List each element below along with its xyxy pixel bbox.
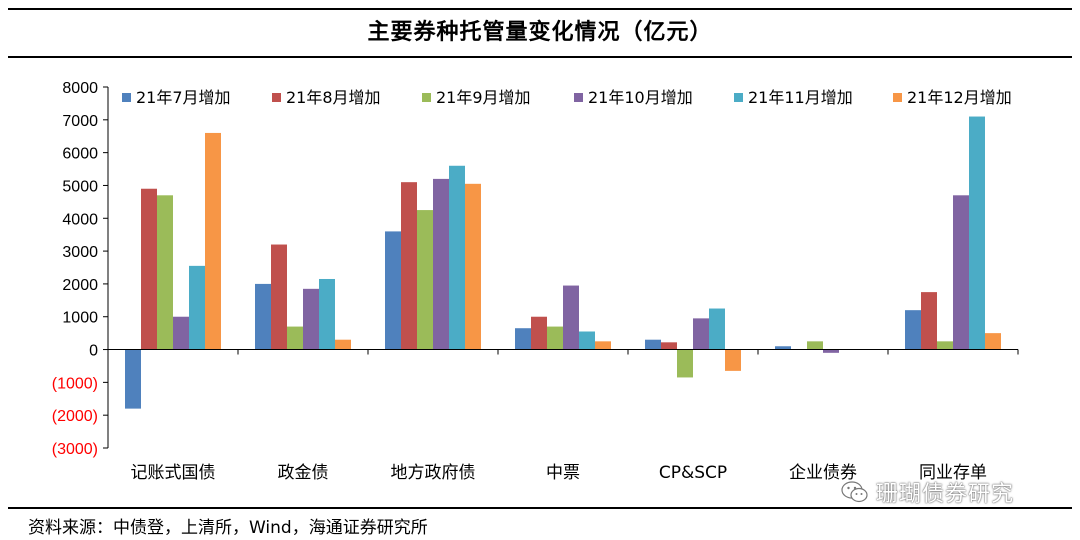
category-label: 记账式国债 (131, 463, 216, 483)
bar-3-1 (157, 195, 173, 350)
source-note: 资料来源：中债登，上清所，Wind，海通证券研究所 (28, 518, 428, 538)
bar-5-3 (449, 165, 465, 350)
bar-3-7 (937, 341, 953, 350)
legend-label: 21年8月增加 (286, 88, 381, 107)
y-tick-label: (2000) (52, 408, 98, 425)
bottom-rule (8, 507, 1072, 509)
category-label: CP&SCP (659, 463, 727, 483)
bar-4-2 (303, 288, 319, 350)
bar-6-4 (595, 341, 611, 350)
legend-label: 21年12月增加 (907, 88, 1012, 107)
bar-2-2 (271, 244, 287, 350)
bar-4-5 (693, 318, 709, 350)
y-tick-label: (1000) (52, 375, 98, 392)
watermark: 珊瑚债券研究 (840, 476, 1014, 508)
bar-1-3 (385, 231, 401, 350)
bar-6-5 (725, 349, 741, 371)
title-rule (8, 56, 1072, 58)
bar-2-5 (661, 342, 677, 350)
bar-3-4 (547, 326, 563, 350)
watermark-text: 珊瑚债券研究 (876, 482, 1015, 507)
wechat-icon (841, 481, 868, 503)
bar-6-3 (465, 183, 481, 350)
bar-chart: 8000 7000 6000 5000 4000 3000 2000 1000 0 (1000) (… (52, 80, 1019, 483)
category-label: 企业债券 (789, 463, 857, 483)
bar-3-3 (417, 210, 433, 350)
bar-1-1 (125, 349, 141, 409)
legend-label: 21年9月增加 (436, 88, 531, 107)
bar-3-6 (807, 341, 823, 350)
y-tick-label: 0 (89, 343, 98, 360)
bar-6-1 (205, 132, 221, 350)
y-tick-label: 3000 (62, 244, 98, 261)
bar-5-2 (319, 278, 335, 350)
y-tick-label: 8000 (62, 80, 98, 97)
bar-4-1 (173, 316, 189, 350)
bar-1-4 (515, 328, 531, 350)
bar-3-5 (677, 349, 693, 378)
legend-swatch (893, 93, 902, 102)
category-label: 政金债 (278, 463, 329, 483)
legend-swatch (122, 93, 131, 102)
legend-swatch (422, 93, 431, 102)
legend-label: 21年10月增加 (588, 88, 693, 107)
legend-swatch (574, 93, 583, 102)
bar-4-4 (563, 285, 579, 350)
bar-2-1 (141, 188, 157, 350)
y-tick-label: 7000 (62, 113, 98, 130)
legend-label: 21年11月增加 (748, 88, 853, 107)
bar-6-2 (335, 339, 351, 350)
bar-1-5 (645, 339, 661, 350)
y-tick-label: 2000 (62, 277, 98, 294)
bar-2-4 (531, 316, 547, 350)
category-label: 同业存单 (919, 463, 987, 483)
y-tick-label: 6000 (62, 146, 98, 163)
bar-4-7 (953, 195, 969, 350)
bar-5-4 (579, 331, 595, 350)
y-tick-label: 4000 (62, 211, 98, 228)
bar-1-2 (255, 283, 271, 350)
y-tick-label: 1000 (62, 310, 98, 327)
top-rule (8, 8, 1072, 10)
bar-4-6 (823, 349, 839, 353)
chart-title: 主要券种托管量变化情况（亿元） (367, 20, 713, 45)
bar-2-7 (921, 292, 937, 350)
y-tick-label: (3000) (52, 441, 98, 458)
bar-4-3 (433, 178, 449, 350)
bar-1-6 (775, 346, 791, 350)
legend-label: 21年7月增加 (136, 88, 231, 107)
bar-5-7 (969, 116, 985, 350)
bar-2-3 (401, 182, 417, 350)
bar-3-2 (287, 326, 303, 350)
bar-5-1 (189, 265, 205, 350)
category-label: 地方政府债 (391, 463, 476, 483)
category-label: 中票 (546, 463, 580, 483)
legend-swatch (734, 93, 743, 102)
bar-1-7 (905, 310, 921, 350)
bar-5-5 (709, 308, 725, 350)
legend-swatch (272, 93, 281, 102)
y-tick-label: 5000 (62, 178, 98, 195)
bar-6-7 (985, 333, 1001, 350)
